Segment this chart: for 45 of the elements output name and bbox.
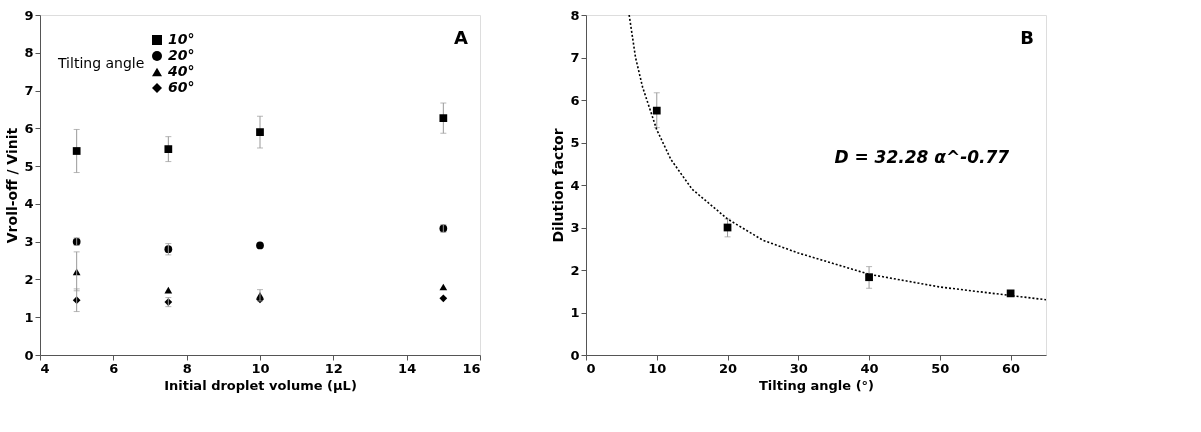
x-tick-label: 12: [324, 360, 343, 376]
legend-label: 20°: [168, 47, 195, 63]
y-tick-label: 0: [24, 347, 34, 363]
x-tick-label: 10: [251, 360, 270, 376]
x-axis-title: Initial droplet volume (μL): [164, 377, 357, 393]
y-tick-label: 3: [570, 220, 580, 235]
y-tick-label: 8: [24, 45, 34, 61]
y-tick-label: 5: [24, 158, 34, 174]
y-tick-label: 7: [570, 50, 580, 65]
x-tick-label: 16: [462, 360, 481, 376]
y-axis-title: Dilution factor: [550, 128, 567, 243]
y-tick-label: 2: [24, 271, 34, 287]
x-tick-label: 30: [789, 360, 808, 376]
y-tick-label: 2: [570, 262, 580, 278]
x-tick-label: 60: [1002, 360, 1021, 376]
x-tick-label: 0: [586, 360, 596, 376]
legend-label: 40°: [167, 63, 195, 79]
legend-label: 60°: [168, 79, 195, 95]
y-tick-label: 1: [570, 305, 580, 320]
x-tick-label: 20: [718, 360, 738, 376]
legend-title: Tilting angle: [57, 55, 145, 71]
y-tick-label: 6: [24, 120, 34, 136]
legend-label: 10°: [168, 31, 195, 47]
annotation: B: [1020, 27, 1034, 48]
x-tick-label: 50: [931, 360, 950, 376]
x-tick-label: 10: [648, 360, 667, 376]
y-tick-label: 5: [570, 135, 580, 150]
annotation: A: [454, 27, 469, 48]
y-tick-label: 9: [24, 7, 34, 23]
x-tick-label: 6: [109, 360, 119, 376]
y-tick-label: 4: [570, 177, 580, 193]
y-axis-title: Vroll-off / Vinit: [4, 127, 21, 244]
x-tick-label: 8: [182, 360, 192, 376]
y-tick-label: 1: [24, 309, 34, 325]
y-tick-label: 4: [24, 196, 34, 212]
y-tick-label: 7: [24, 83, 34, 99]
x-tick-label: 40: [860, 360, 879, 376]
annotation: D = 32.28 α^-0.77: [834, 146, 1010, 167]
y-tick-label: 3: [24, 234, 34, 250]
y-tick-label: 0: [570, 347, 580, 363]
x-tick-label: 4: [40, 360, 50, 376]
y-tick-label: 6: [570, 92, 580, 108]
x-tick-label: 14: [398, 360, 417, 376]
y-tick-label: 8: [570, 7, 580, 23]
x-axis-title: Tilting angle (°): [758, 377, 875, 393]
